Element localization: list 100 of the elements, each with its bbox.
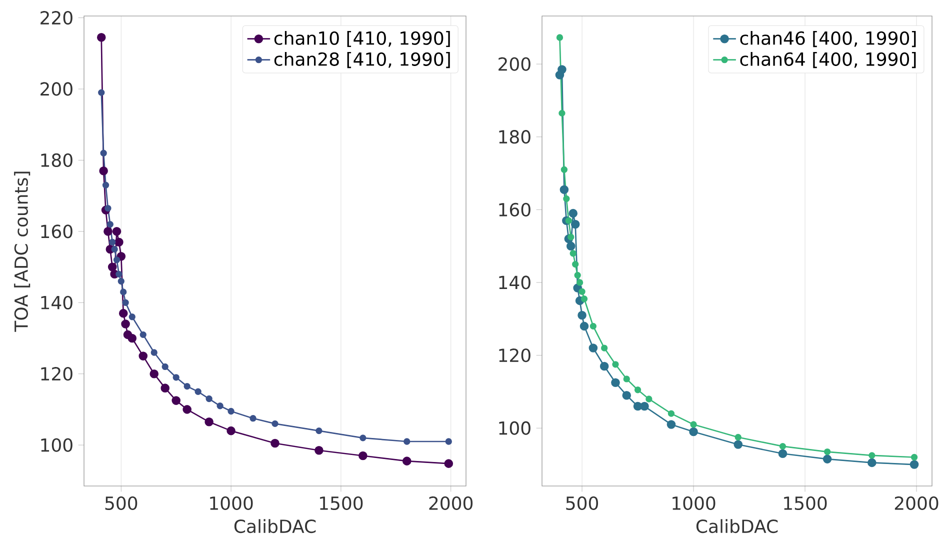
point	[734, 434, 742, 441]
point	[106, 220, 114, 228]
x-tick-label: 2000	[429, 496, 473, 510]
point	[172, 374, 180, 381]
legend-label: chan28 [410, 1990]	[274, 52, 450, 68]
point	[570, 250, 576, 257]
point	[623, 376, 630, 382]
point	[868, 452, 876, 459]
point	[404, 438, 410, 445]
point	[445, 438, 452, 445]
point	[172, 396, 181, 405]
point	[734, 440, 743, 449]
x-tick-label: 500	[566, 496, 598, 510]
point	[634, 386, 642, 394]
x-tick-label: 1500	[320, 496, 363, 510]
point	[113, 256, 120, 264]
y-tick-label: 140	[41, 296, 72, 310]
point	[270, 438, 280, 448]
point	[206, 395, 212, 402]
point	[565, 217, 572, 224]
point	[216, 402, 224, 410]
y-tick-label: 180	[41, 153, 72, 168]
y-tick-label: 200	[498, 57, 530, 71]
point	[150, 369, 159, 378]
point	[574, 272, 581, 279]
point	[128, 314, 136, 320]
y-tick-label: 160	[41, 224, 72, 238]
point	[646, 396, 652, 402]
x-axis-title: CalibDAC	[696, 519, 778, 534]
point	[689, 427, 698, 436]
point	[580, 296, 588, 302]
point	[576, 279, 584, 286]
point	[194, 388, 202, 395]
point	[360, 434, 366, 442]
point	[108, 262, 117, 272]
y-axis-title: TOA [ADC counts]	[14, 172, 30, 332]
y-tick-label: 180	[499, 130, 530, 144]
legend-label: chan64 [400, 1990]	[740, 52, 916, 68]
point	[580, 322, 589, 331]
point	[563, 195, 570, 202]
point	[114, 238, 124, 247]
x-axis-title: CalibDAC	[234, 519, 316, 534]
point	[568, 208, 578, 218]
point	[666, 420, 676, 429]
point	[96, 32, 106, 42]
point	[588, 344, 598, 352]
point	[272, 420, 278, 428]
point	[98, 89, 105, 96]
point	[690, 421, 697, 428]
point	[228, 408, 234, 415]
point	[314, 446, 324, 455]
point	[140, 331, 146, 338]
x-tick-label: 1500	[784, 496, 827, 510]
point	[120, 288, 127, 296]
point	[558, 110, 566, 117]
point	[111, 246, 118, 253]
point	[316, 427, 322, 434]
point	[560, 166, 568, 173]
point	[250, 415, 256, 422]
point	[444, 459, 454, 468]
point	[590, 322, 597, 330]
point	[118, 278, 124, 285]
x-tick-label: 1000	[210, 496, 253, 510]
point	[560, 185, 569, 194]
point	[572, 260, 579, 268]
point	[402, 456, 412, 466]
point	[868, 458, 876, 468]
x-tick-label: 2000	[894, 496, 938, 510]
point	[104, 204, 112, 212]
point	[358, 451, 368, 460]
point	[611, 378, 620, 388]
x-tick-label: 1000	[672, 496, 716, 510]
y-tick-label: 200	[40, 82, 72, 96]
y-tick-label: 120	[41, 367, 72, 381]
y-tick-label: 100	[41, 438, 72, 452]
point	[160, 384, 170, 392]
point	[779, 442, 786, 450]
point	[122, 299, 129, 306]
point	[558, 65, 566, 74]
point	[600, 344, 608, 352]
point	[910, 454, 918, 461]
point	[118, 308, 128, 318]
point	[100, 150, 107, 156]
point	[556, 34, 564, 41]
legend-label: chan46 [400, 1990]	[740, 31, 916, 48]
point	[570, 220, 580, 229]
point	[612, 361, 619, 368]
point	[112, 227, 122, 236]
point	[568, 234, 574, 240]
point	[138, 352, 148, 360]
point	[578, 310, 586, 320]
point	[226, 426, 236, 436]
point	[566, 242, 576, 250]
y-tick-label: 140	[499, 276, 530, 290]
point	[116, 270, 122, 278]
point	[99, 166, 108, 176]
point	[822, 454, 832, 464]
point	[778, 449, 788, 458]
point	[109, 238, 116, 246]
point	[128, 334, 137, 343]
